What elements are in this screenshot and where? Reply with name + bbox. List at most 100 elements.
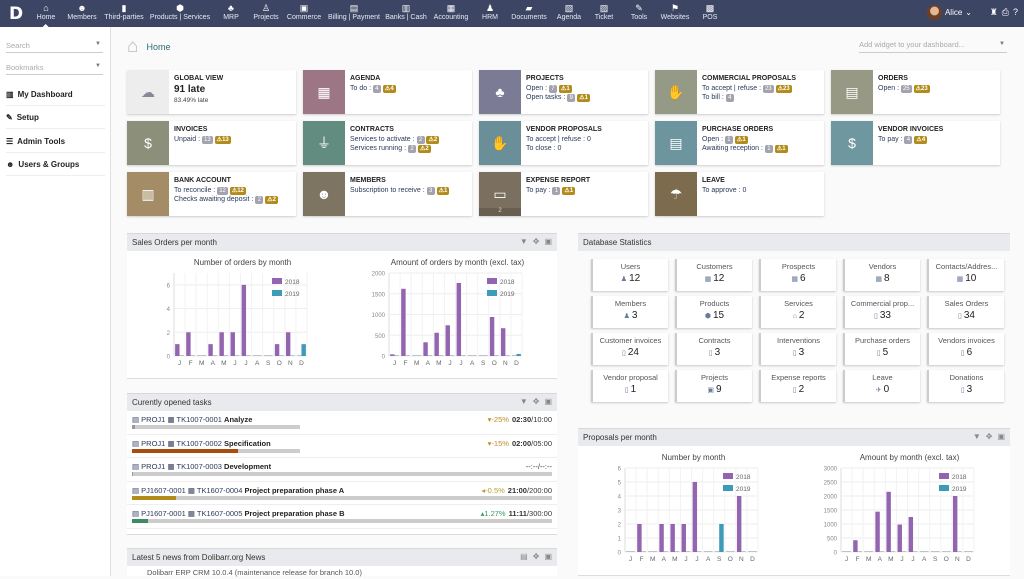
menu-ticket[interactable]: ▨ Ticket bbox=[595, 0, 613, 27]
widget-agenda[interactable]: ▦ AGENDA To do : 4 ⚠4 bbox=[303, 70, 472, 114]
stat-sales-orders[interactable]: Sales Orders ▯ 34 bbox=[927, 296, 1004, 328]
task-ref[interactable]: TK1607-0004 bbox=[196, 485, 243, 495]
stat-projects[interactable]: Projects ▣ 9 bbox=[675, 370, 752, 402]
project-ref[interactable]: PROJ1 bbox=[141, 462, 166, 471]
menu-home[interactable]: ⌂ Home bbox=[37, 0, 55, 27]
menu-banks-cash[interactable]: ▥ Banks | Cash bbox=[385, 0, 427, 27]
project-ref[interactable]: PROJ1 bbox=[141, 438, 166, 448]
task-ref[interactable]: TK1007-0003 bbox=[176, 462, 222, 471]
task-ref[interactable]: TK1007-0001 bbox=[176, 415, 222, 424]
stat-vendor-proposal[interactable]: Vendor proposal ▯ 1 bbox=[591, 370, 668, 402]
widget-line[interactable]: To do : 4 ⚠4 bbox=[350, 84, 396, 94]
stat-customer-invoices[interactable]: Customer invoices ▯ 24 bbox=[591, 333, 668, 365]
widget-line[interactable]: To pay : 1 ⚠1 bbox=[526, 186, 590, 196]
move-icon[interactable]: ✥ bbox=[532, 552, 540, 561]
project-ref[interactable]: PJ1607-0001 bbox=[141, 509, 186, 518]
add-widget-select[interactable]: Add widget to your dashboard... ▼ bbox=[859, 40, 1007, 53]
menu-products-services[interactable]: ⬢ Products | Services bbox=[150, 0, 210, 27]
widget-members[interactable]: ☻ MEMBERS Subscription to receive : 3 ⚠1 bbox=[303, 172, 472, 216]
widget-vendor-proposals[interactable]: ✋ VENDOR PROPOSALS To accept | refuse : 0 T… bbox=[479, 121, 648, 165]
move-icon[interactable]: ✥ bbox=[532, 237, 540, 246]
stat-commercial-prop-[interactable]: Commercial prop... ▯ 33 bbox=[843, 296, 920, 328]
menu-accounting[interactable]: ▦ Accounting bbox=[434, 0, 469, 27]
widget-vendor-invoices[interactable]: $ VENDOR INVOICES To pay : 4 ⚠4 bbox=[831, 121, 1000, 165]
stat-vendors[interactable]: Vendors ▦ 8 bbox=[843, 259, 920, 291]
filter-icon[interactable]: ▼ bbox=[972, 432, 981, 441]
close-icon[interactable]: ▣ bbox=[544, 237, 552, 246]
stat-prospects[interactable]: Prospects ▦ 6 bbox=[759, 259, 836, 291]
menu-billing-payment[interactable]: ▤ Billing | Payment bbox=[328, 0, 380, 27]
task-row[interactable]: ▤ PROJ1 ▦ TK1007-0003 Development --:--/-… bbox=[127, 458, 557, 482]
stat-contracts[interactable]: Contracts ▯ 3 bbox=[675, 333, 752, 365]
widget-line[interactable]: Open : 1 ⚠1 bbox=[702, 135, 788, 145]
news-item[interactable]: Dolibarr ERP CRM 10.0.4 (maintenance rel… bbox=[147, 568, 362, 577]
stat-products[interactable]: Products ⬢ 15 bbox=[675, 296, 752, 328]
task-row[interactable]: ▤ PROJ1 ▦ TK1007-0002 Specification ▾-15%… bbox=[127, 435, 557, 458]
widget-line[interactable]: Open : 25 ⚠23 bbox=[878, 84, 930, 94]
menu-documents[interactable]: ▰ Documents bbox=[511, 0, 546, 27]
help-icon[interactable]: ? bbox=[1012, 7, 1018, 17]
menu-hrm[interactable]: ♟ HRM bbox=[482, 0, 498, 27]
task-row[interactable]: ▤ PJ1607-0001 ▦ TK1607-0004 Project prep… bbox=[127, 482, 557, 505]
menu-mrp[interactable]: ♣ MRP bbox=[223, 0, 239, 27]
stat-purchase-orders[interactable]: Purchase orders ▯ 5 bbox=[843, 333, 920, 365]
widget-global-view[interactable]: ☁ GLOBAL VIEW 91 late 83.49% late bbox=[127, 70, 296, 114]
widget-line[interactable]: To close : 0 bbox=[526, 144, 602, 154]
move-icon[interactable]: ✥ bbox=[985, 432, 993, 441]
sidebar-item-setup[interactable]: ✎ Setup bbox=[6, 106, 105, 129]
task-ref[interactable]: TK1007-0002 bbox=[176, 438, 222, 448]
stat-donations[interactable]: Donations ▯ 3 bbox=[927, 370, 1004, 402]
sidebar-item-my-dashboard[interactable]: ▥ My Dashboard bbox=[6, 83, 105, 106]
widget-line[interactable]: Open tasks : 9 ⚠1 bbox=[526, 93, 590, 103]
sidebar-item-admin-tools[interactable]: ☰ Admin Tools bbox=[6, 130, 105, 153]
widget-leave[interactable]: ☂ LEAVE To approve : 0 bbox=[655, 172, 824, 216]
stat-expense-reports[interactable]: Expense reports ▯ 2 bbox=[759, 370, 836, 402]
stat-contacts-addres-[interactable]: Contacts/Addres... ▦ 10 bbox=[927, 259, 1004, 291]
task-row[interactable]: ▤ PROJ1 ▦ TK1007-0001 Analyze ▾-25% 02:30/… bbox=[127, 411, 557, 435]
bookmarks-select[interactable]: Bookmarks ▼ bbox=[6, 61, 103, 75]
stat-interventions[interactable]: Interventions ▯ 3 bbox=[759, 333, 836, 365]
search-select[interactable]: Search ▼ bbox=[6, 39, 103, 53]
widget-line[interactable]: To reconcile : 12 ⚠12 bbox=[174, 186, 278, 196]
widget-commercial-proposals[interactable]: ✋ COMMERCIAL PROPOSALS To accept | refuse … bbox=[655, 70, 824, 114]
stat-members[interactable]: Members ♟ 3 bbox=[591, 296, 668, 328]
widget-line[interactable]: Checks awaiting deposit : 2 ⚠2 bbox=[174, 195, 279, 205]
widget-line[interactable]: Services to activate : 2 ⚠2 bbox=[350, 135, 440, 145]
widget-orders[interactable]: ▤ ORDERS Open : 25 ⚠23 bbox=[831, 70, 1000, 114]
widget-line[interactable]: To accept | refuse : 0 bbox=[526, 135, 602, 145]
menu-tools[interactable]: ✎ Tools bbox=[631, 0, 647, 27]
widget-line[interactable]: Subscription to receive : 3 ⚠1 bbox=[350, 186, 450, 196]
widget-line[interactable]: Services running : 2 ⚠2 bbox=[350, 144, 439, 154]
widget-line[interactable]: To accept | refuse : 23 ⚠23 bbox=[702, 84, 796, 94]
filter-icon[interactable]: ▼ bbox=[519, 237, 528, 246]
widget-line[interactable]: Open : 7 ⚠1 bbox=[526, 84, 590, 94]
widget-line[interactable]: Awaiting reception : 1 ⚠1 bbox=[702, 144, 788, 154]
close-icon[interactable]: ▣ bbox=[544, 397, 552, 406]
widget-expense-report[interactable]: ▭ 2 EXPENSE REPORT To pay : 1 ⚠1 bbox=[479, 172, 648, 216]
widget-contracts[interactable]: ⏚ CONTRACTS Services to activate : 2 ⚠2 Ser… bbox=[303, 121, 472, 165]
menu-websites[interactable]: ⚑ Websites bbox=[661, 0, 690, 27]
menu-pos[interactable]: ▩ POS bbox=[703, 0, 718, 27]
task-row[interactable]: ▤ PJ1607-0001 ▦ TK1607-0005 Project prep… bbox=[127, 505, 557, 529]
rss-icon[interactable]: ▤ bbox=[520, 552, 528, 561]
task-ref[interactable]: TK1607-0005 bbox=[196, 509, 243, 518]
menu-members[interactable]: ☻ Members bbox=[67, 0, 96, 27]
stat-users[interactable]: Users ♟ 12 bbox=[591, 259, 668, 291]
close-icon[interactable]: ▣ bbox=[997, 432, 1005, 441]
move-icon[interactable]: ✥ bbox=[532, 397, 540, 406]
user-menu[interactable]: Alice ⌄ bbox=[926, 5, 972, 20]
dolibarr-logo[interactable]: D bbox=[9, 4, 24, 24]
user-tools-icon[interactable]: ♜ bbox=[989, 7, 998, 17]
stat-services[interactable]: Services ⌂ 2 bbox=[759, 296, 836, 328]
widget-line[interactable]: Unpaid : 13 ⚠13 bbox=[174, 135, 231, 145]
menu-agenda[interactable]: ▧ Agenda bbox=[557, 0, 581, 27]
menu-commerce[interactable]: ▣ Commerce bbox=[287, 0, 321, 27]
widget-line[interactable]: To approve : 0 bbox=[702, 186, 746, 196]
project-ref[interactable]: PJ1607-0001 bbox=[141, 485, 186, 495]
widget-purchase-orders[interactable]: ▤ PURCHASE ORDERS Open : 1 ⚠1 Awaiting rece… bbox=[655, 121, 824, 165]
stat-vendors-invoices[interactable]: Vendors invoices ▯ 6 bbox=[927, 333, 1004, 365]
widget-invoices[interactable]: $ INVOICES Unpaid : 13 ⚠13 bbox=[127, 121, 296, 165]
project-ref[interactable]: PROJ1 bbox=[141, 415, 166, 424]
stat-leave[interactable]: Leave ✈ 0 bbox=[843, 370, 920, 402]
page-title[interactable]: Home bbox=[146, 42, 171, 52]
